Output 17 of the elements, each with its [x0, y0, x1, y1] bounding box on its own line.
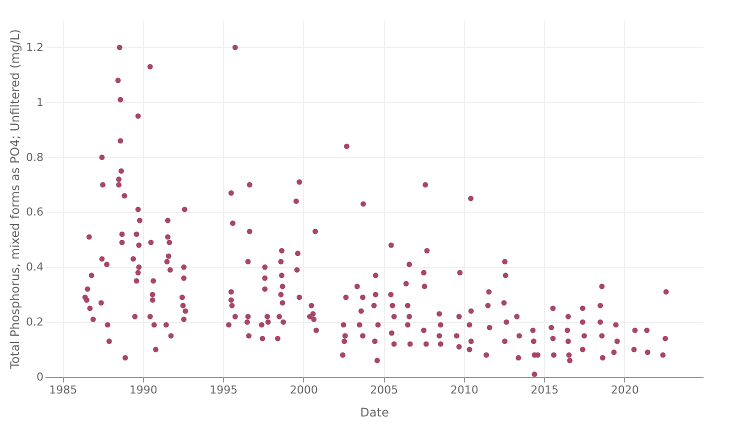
y-tick-label: 0 — [36, 370, 44, 384]
x-tick-label: 2010 — [450, 384, 478, 396]
y-tick-label: 1.2 — [26, 40, 44, 54]
x-axis-title: Date — [360, 406, 389, 420]
y-tick-label: 0.6 — [26, 206, 44, 219]
y-tick-label: 0.2 — [26, 316, 44, 329]
x-tick-label: 1985 — [49, 384, 78, 396]
x-tick-label: 1995 — [210, 384, 238, 396]
x-tick-label: 2015 — [530, 384, 559, 396]
y-tick-label: 0.8 — [26, 150, 44, 164]
y-tick-label: 0.4 — [26, 260, 44, 274]
x-tick-label: 2020 — [610, 384, 639, 396]
y-tick-label: 1 — [36, 96, 44, 109]
x-tick-label: 2000 — [290, 384, 318, 396]
x-tick-label: 2005 — [370, 384, 398, 396]
x-tick-label: 1990 — [129, 384, 158, 396]
y-axis-title: Total Phosphorus, mixed forms as PO4; Unfiltered (mg/L) — [8, 29, 22, 370]
